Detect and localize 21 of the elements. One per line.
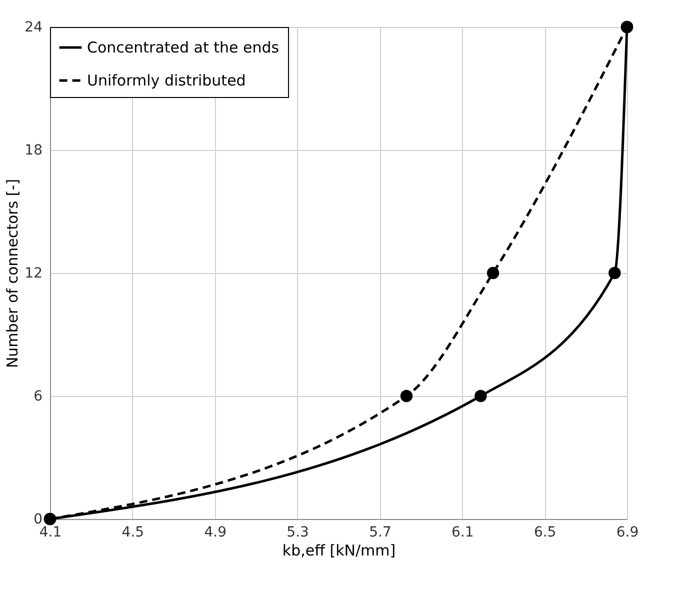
y-tick-label: 6 (34, 388, 43, 404)
y-tick-label: 18 (24, 142, 42, 158)
x-tick-label: 6.1 (452, 524, 474, 540)
x-tick-label: 6.9 (616, 524, 639, 540)
point (400, 390, 413, 402)
x-tick-label: 5.3 (286, 524, 309, 540)
x-tick-label: 4.1 (39, 524, 62, 540)
x-tick-label: 5.7 (369, 524, 392, 540)
y-axis-title: Number of connectors [-] (4, 178, 22, 368)
point (486, 266, 500, 280)
x-tick-label: 6.5 (534, 524, 556, 540)
legend-label: Concentrated at the ends (87, 38, 280, 56)
point (608, 266, 621, 280)
x-axis-title: kb,eff [kN/mm] (282, 542, 396, 560)
y-tick-label: 24 (24, 20, 43, 36)
point (474, 390, 487, 402)
legend-label: Uniformly distributed (87, 72, 246, 90)
y-tick-label: 12 (24, 266, 42, 282)
x-tick-label: 4.5 (122, 524, 144, 540)
y-tick-label: 0 (34, 512, 42, 528)
x-tick-label: 4.9 (204, 524, 226, 540)
